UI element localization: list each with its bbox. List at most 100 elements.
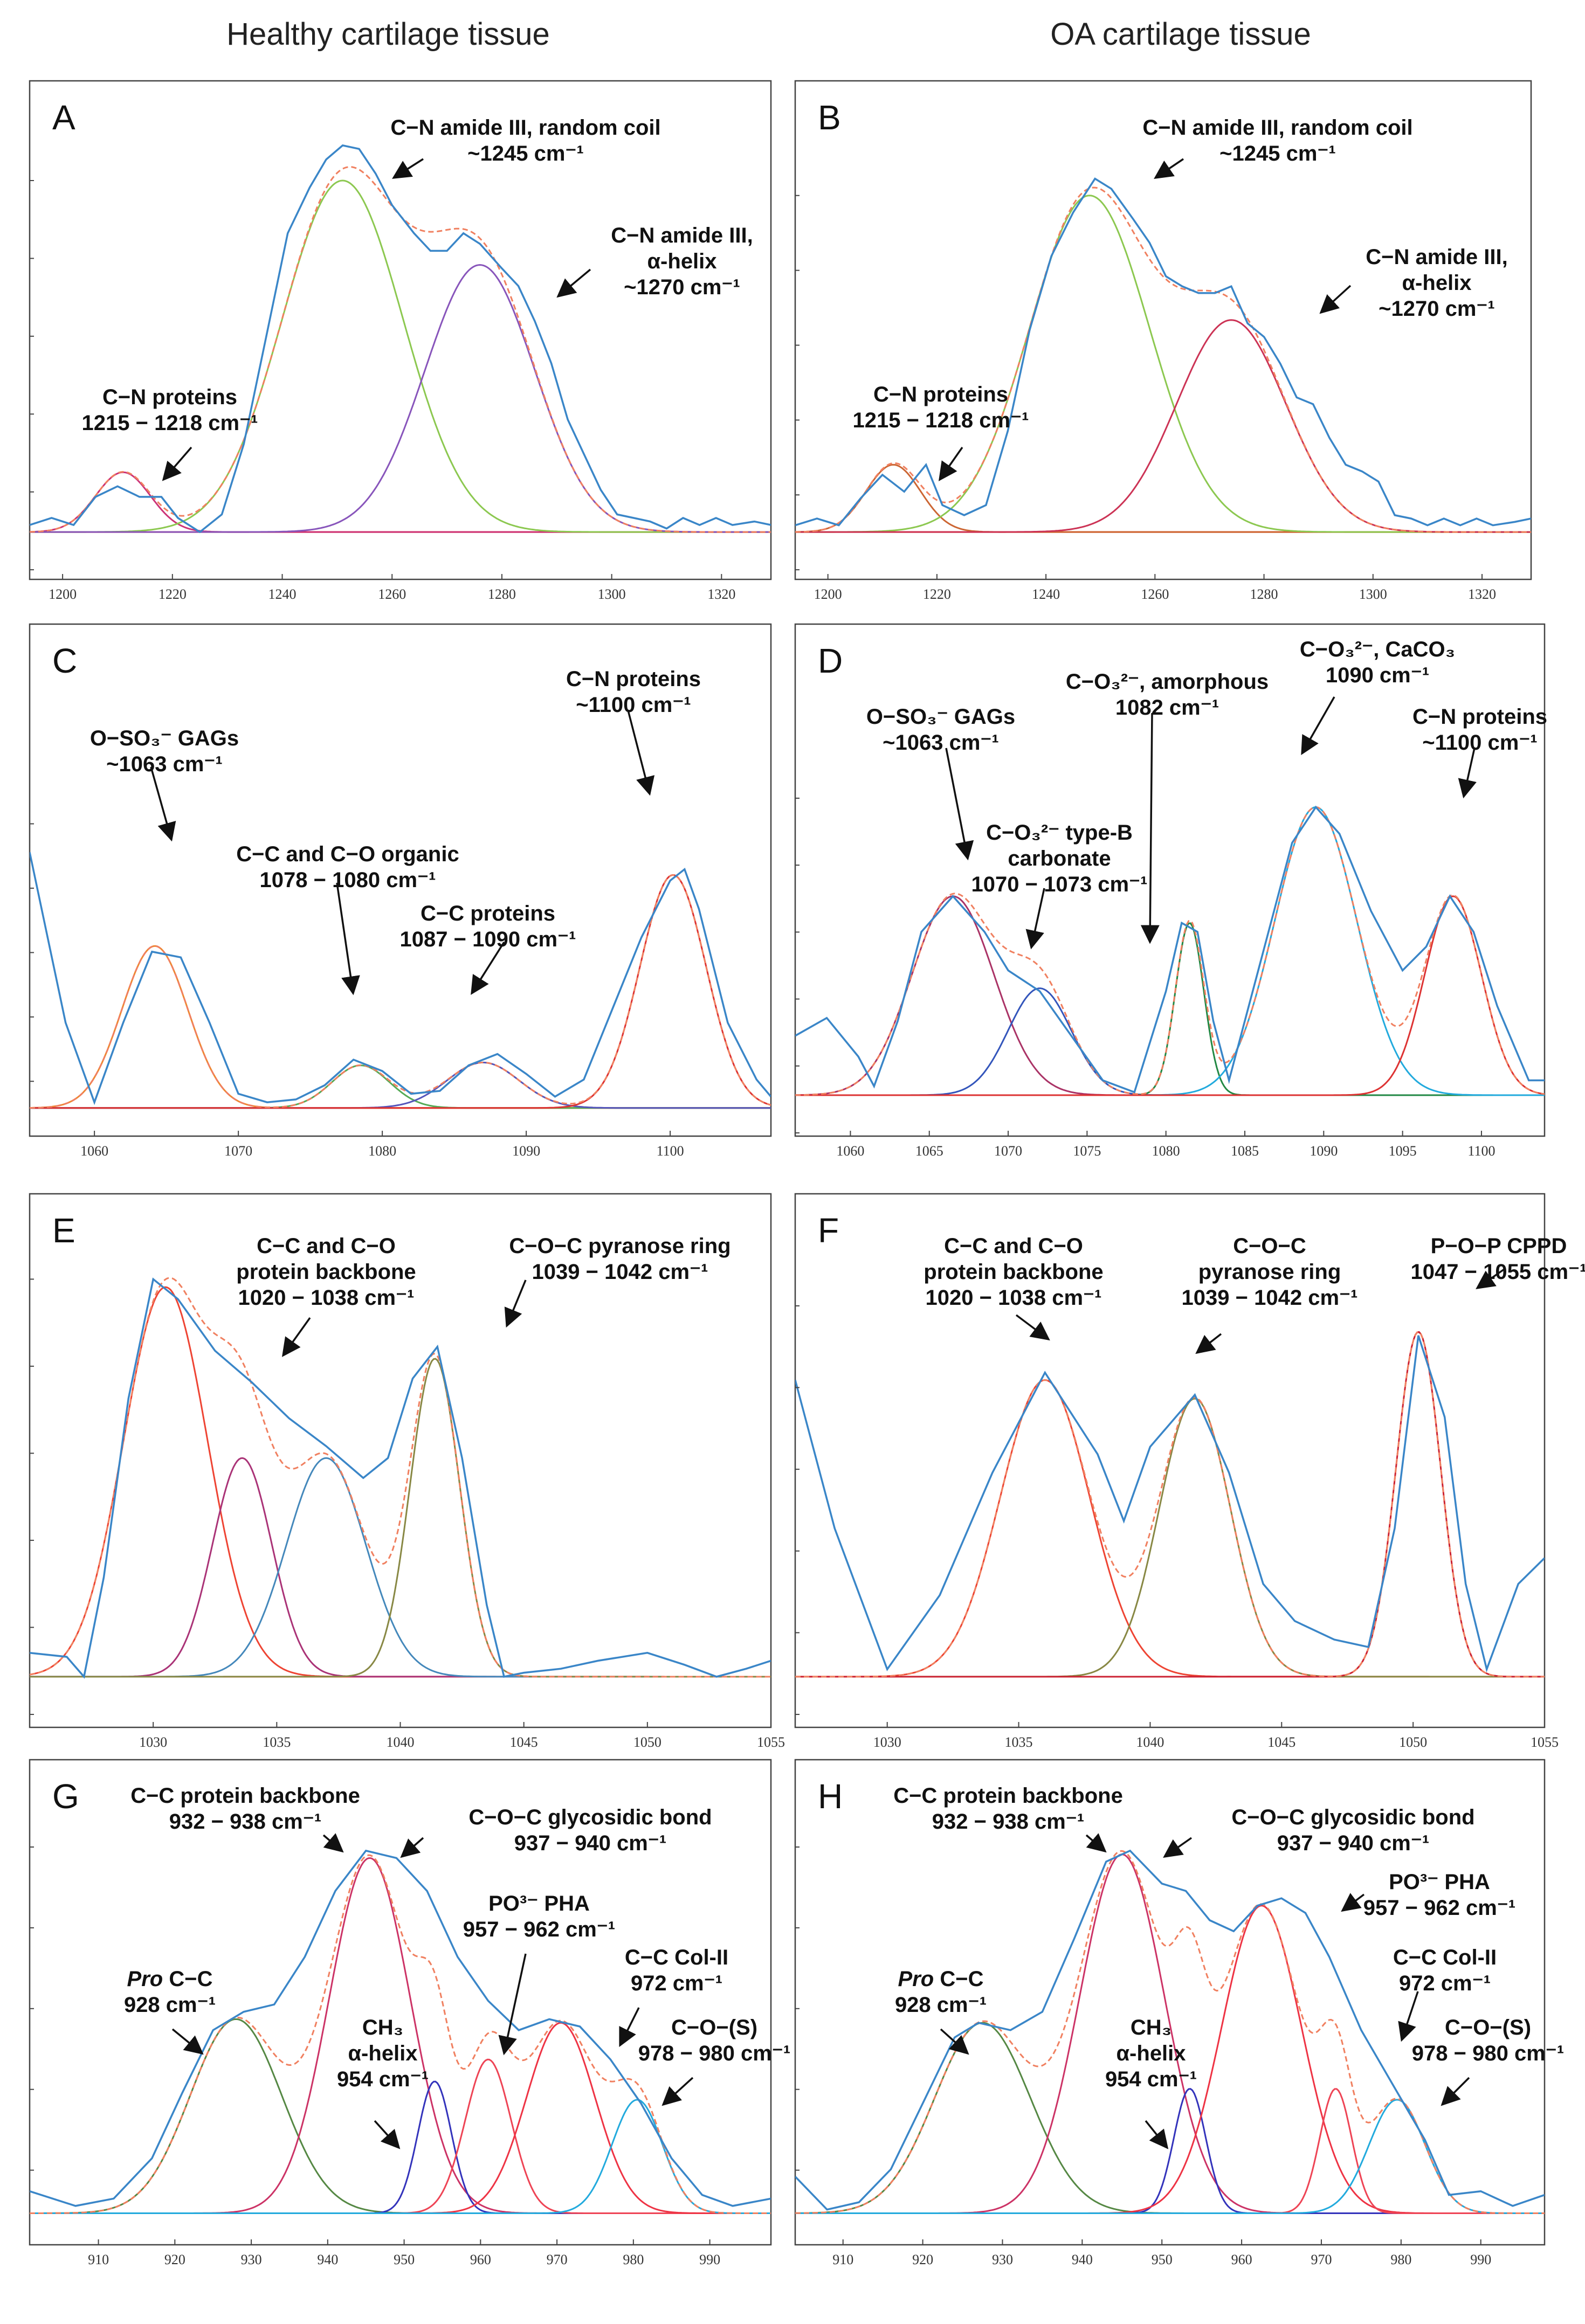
fit-component-2 — [30, 1457, 771, 1678]
x-tick-label: 1220 — [158, 586, 187, 602]
annotation-line: ~1063 cm⁻¹ — [106, 752, 223, 776]
x-tick-label: 1050 — [633, 1734, 661, 1750]
annotation-line: ~1063 cm⁻¹ — [883, 731, 999, 755]
annotation-line: C−O₃²⁻, amorphous — [1066, 670, 1269, 694]
fit-component-1 — [30, 1286, 771, 1678]
annotation-arrow — [945, 748, 974, 861]
fit-envelope — [795, 1331, 1545, 1678]
annotation-arrow — [1140, 713, 1160, 944]
panel-letter: F — [818, 1211, 839, 1250]
annotation-line: C−C and C−O organic — [236, 842, 459, 866]
fit-component-3 — [795, 1331, 1545, 1678]
fit-component-1 — [30, 945, 771, 1109]
x-tick-label: 1070 — [224, 1143, 252, 1159]
x-tick-label: 1090 — [1310, 1143, 1338, 1159]
annotation-arrow — [150, 766, 176, 842]
annotation-3: C−N amide III,α-helix~1270 cm⁻¹ — [1366, 245, 1507, 321]
panel-g: 910 920 930 940 950 960 970 980 990 G C−C protein … — [29, 1759, 790, 2267]
annotation-line: C−O−C glycosidic bond — [468, 1806, 712, 1829]
measured-spectrum — [795, 1335, 1545, 1673]
x-tick-label: 950 — [394, 2252, 415, 2267]
annotation-line: 972 cm⁻¹ — [1399, 1972, 1491, 1995]
x-tick-label: 920 — [912, 2252, 933, 2267]
annotation-5: C−C Col-II 972 cm⁻¹ — [1393, 1946, 1497, 1995]
fit-component-3 — [30, 1457, 771, 1678]
annotation-arrow — [619, 2007, 640, 2048]
annotation-line: 1020 − 1038 cm⁻¹ — [926, 1286, 1102, 1310]
panel-b: 1200 1220 1240 1260 1280 1300 1320 B C−N protein… — [794, 80, 1532, 602]
annotation-line: 928 cm⁻¹ — [895, 1993, 987, 2017]
annotation-line: 937 − 940 cm⁻¹ — [1277, 1831, 1429, 1855]
annotation-arrow — [1458, 748, 1477, 799]
x-tick-label: 930 — [992, 2252, 1013, 2267]
measured-spectrum — [30, 1277, 771, 1679]
x-tick-label: 1040 — [1136, 1734, 1164, 1750]
fit-component-3 — [30, 264, 771, 533]
x-tick-label: 990 — [699, 2252, 720, 2267]
annotation-line: O−SO₃⁻ GAGs — [866, 705, 1015, 729]
x-tick-label: 1065 — [915, 1143, 943, 1159]
annotation-line: 957 − 962 cm⁻¹ — [1363, 1896, 1515, 1920]
annotation-arrow — [1476, 1268, 1505, 1290]
x-tick-label: 1050 — [1399, 1734, 1427, 1750]
panel-h: 910 920 930 940 950 960 970 980 990 H C−C protein … — [794, 1759, 1564, 2267]
annotation-line: ~1100 cm⁻¹ — [576, 693, 691, 717]
x-tick-label: 1055 — [1531, 1734, 1559, 1750]
x-tick-label: 970 — [1311, 2252, 1332, 2267]
annotation-line: 1039 − 1042 cm⁻¹ — [532, 1260, 708, 1284]
annotation-arrow — [504, 1279, 527, 1328]
x-tick-label: 1045 — [510, 1734, 538, 1750]
annotation-line: C−C protein backbone — [130, 1784, 360, 1808]
panel-letter: H — [818, 1777, 843, 1816]
annotation-line: 1090 cm⁻¹ — [1326, 663, 1429, 687]
plot-frame — [29, 80, 772, 580]
x-tick-label: 980 — [623, 2252, 644, 2267]
annotation-line: 1082 cm⁻¹ — [1115, 696, 1219, 720]
annotation-arrow — [1163, 1837, 1193, 1858]
annotation-line: ~1100 cm⁻¹ — [1422, 731, 1538, 755]
plot-frame — [794, 1759, 1546, 2246]
annotation-arrow — [336, 882, 360, 995]
column-title-healthy: Healthy cartilage tissue — [226, 17, 550, 52]
annotation-line: C−N proteins — [102, 385, 237, 409]
annotation-line: α-helix — [1402, 271, 1471, 295]
annotation-arrow — [322, 1833, 344, 1853]
fit-component-5 — [795, 2088, 1545, 2214]
fit-component-3 — [795, 922, 1545, 1096]
annotation-line: C−N proteins — [1412, 705, 1547, 729]
annotation-5: C−N proteins~1100 cm⁻¹ — [1412, 705, 1547, 755]
annotation-arrow — [940, 2028, 969, 2055]
annotation-line: 954 cm⁻¹ — [1105, 2067, 1197, 2091]
annotation-line: C−N amide III, random coil — [1142, 116, 1412, 140]
x-tick-label: 1200 — [814, 586, 842, 602]
measured-spectrum — [795, 805, 1545, 1094]
annotation-line: C−O−(S) — [671, 2016, 757, 2039]
panel-letter: B — [818, 98, 841, 137]
fit-component-2 — [795, 195, 1531, 533]
annotation-line: C−C proteins — [421, 902, 555, 925]
x-tick-label: 1040 — [387, 1734, 415, 1750]
annotation-arrow — [162, 446, 192, 481]
annotation-line: C−N amide III, — [1366, 245, 1507, 269]
panel-e: 1030 1035 1040 1045 1050 1055 E C−C and C−Oprot… — [29, 1193, 785, 1750]
annotation-line: 1070 − 1073 cm⁻¹ — [971, 873, 1148, 896]
x-tick-label: 1060 — [836, 1143, 864, 1159]
annotation-arrow — [1301, 696, 1335, 756]
x-tick-label: 1320 — [707, 586, 735, 602]
x-tick-label: 910 — [88, 2252, 109, 2267]
annotation-arrow — [498, 1953, 527, 2056]
x-tick-label: 1095 — [1389, 1143, 1417, 1159]
x-tick-label: 950 — [1152, 2252, 1173, 2267]
annotation-line: 1087 − 1090 cm⁻¹ — [400, 928, 576, 951]
fit-envelope — [30, 874, 771, 1109]
annotation-line: 954 cm⁻¹ — [337, 2067, 429, 2091]
annotation-line: C−N amide III, random coil — [390, 116, 660, 140]
